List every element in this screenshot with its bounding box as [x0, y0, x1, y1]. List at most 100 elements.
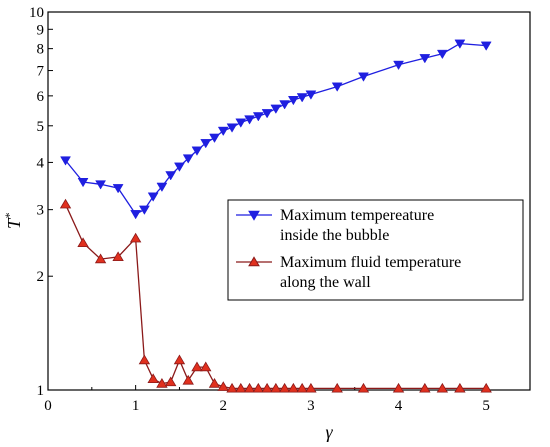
series-2-point [243, 382, 256, 393]
series-1-point [305, 90, 317, 100]
series-2-point [480, 382, 492, 393]
series-2-point [59, 198, 72, 209]
series-1-line [64, 42, 487, 215]
series-1-point [174, 162, 185, 172]
series-2-point [138, 354, 151, 365]
y-tick-label: 4 [37, 155, 45, 171]
legend-marker [248, 210, 260, 221]
legend-marker [248, 256, 260, 267]
x-tick-label: 4 [395, 398, 403, 414]
series-1-point [60, 156, 71, 166]
y-tick-label: 5 [37, 119, 45, 135]
y-tick-label: 2 [37, 269, 45, 285]
y-axis-title-base: T [4, 217, 24, 229]
series-1-point [296, 93, 308, 103]
series-1-point [156, 182, 168, 192]
x-tick-label: 3 [307, 398, 315, 414]
series-1-point [182, 154, 194, 164]
series-1-point [165, 171, 177, 181]
legend-label: along the wall [280, 274, 371, 291]
y-tick-label: 9 [37, 22, 45, 38]
series-1-point [130, 210, 142, 220]
series-1-point [279, 100, 291, 110]
series-2-point [217, 381, 229, 391]
series-1-point [138, 205, 150, 215]
series-1-point [270, 104, 282, 114]
series-1-point [480, 41, 492, 51]
legend-label: Maximum tempereature [280, 207, 434, 224]
series-2-point [261, 382, 273, 393]
series-2-point [208, 378, 221, 388]
series-2-point [129, 232, 142, 243]
series-2-point [173, 354, 186, 365]
series-1-point [77, 178, 89, 188]
series-1-point [226, 123, 238, 133]
series-layer [59, 39, 492, 393]
series-1-point [261, 109, 273, 119]
series-2-point [182, 374, 194, 385]
series-1-point [217, 126, 229, 137]
series-2-point [200, 361, 212, 372]
series-2 [59, 198, 492, 393]
series-1-point [244, 115, 256, 125]
series-2-point [191, 361, 203, 372]
series-2-point [305, 382, 317, 393]
series-2-point [436, 382, 449, 393]
series-2-point [296, 382, 308, 393]
series-1 [60, 39, 492, 220]
series-2-point [270, 382, 282, 393]
series-1-point [191, 146, 203, 156]
y-tick-label: 1 [37, 383, 45, 399]
series-2-point [252, 382, 265, 393]
series-2-point [226, 382, 238, 393]
plot-frame [47, 11, 531, 391]
series-1-point [112, 184, 124, 194]
series-1-point [95, 180, 107, 190]
legend-entry-1: Maximum tempereature inside the bubble [236, 207, 434, 244]
series-2-point [235, 382, 247, 393]
series-2-point [287, 382, 300, 393]
legend-entry-2: Maximum fluid temperature along the wall [236, 254, 461, 291]
x-tick-label: 0 [44, 398, 52, 414]
series-2-point [357, 382, 370, 393]
series-2-point [112, 251, 124, 262]
x-axis-title: γ [325, 422, 333, 442]
legend-label: Maximum fluid temperature [280, 254, 461, 271]
series-1-point [358, 72, 369, 82]
series-2-point [147, 373, 159, 384]
y-axis-title-superscript: * [2, 213, 16, 219]
x-tick-label: 1 [132, 398, 140, 414]
series-1-point [147, 192, 159, 202]
series-1-point [200, 139, 212, 149]
series-1-point [252, 112, 264, 122]
y-tick-label: 8 [37, 42, 45, 58]
series-1-point [436, 49, 448, 60]
series-1-point [209, 133, 220, 143]
y-tick-label: 10 [29, 5, 44, 21]
series-2-point [77, 237, 89, 248]
legend-box [227, 199, 524, 301]
series-2-point [278, 382, 291, 393]
series-2-point [419, 382, 431, 393]
series-2-point [392, 382, 405, 393]
series-2-point [164, 376, 177, 387]
x-tick-label: 2 [220, 398, 228, 414]
series-1-point [393, 60, 404, 71]
series-1-point [287, 96, 299, 106]
series-1-point [235, 118, 247, 128]
series-2-point [156, 378, 168, 388]
series-2-point [454, 382, 466, 393]
series-2-point [94, 253, 107, 264]
x-tick-label: 5 [482, 398, 490, 414]
y-tick-label: 7 [37, 64, 45, 80]
y-tick-label: 3 [37, 203, 45, 219]
series-1-point [331, 82, 343, 92]
legend-label: inside the bubble [280, 227, 389, 244]
series-1-point [419, 54, 431, 64]
series-1-point [454, 39, 466, 49]
y-axis-title: T* [2, 213, 24, 229]
